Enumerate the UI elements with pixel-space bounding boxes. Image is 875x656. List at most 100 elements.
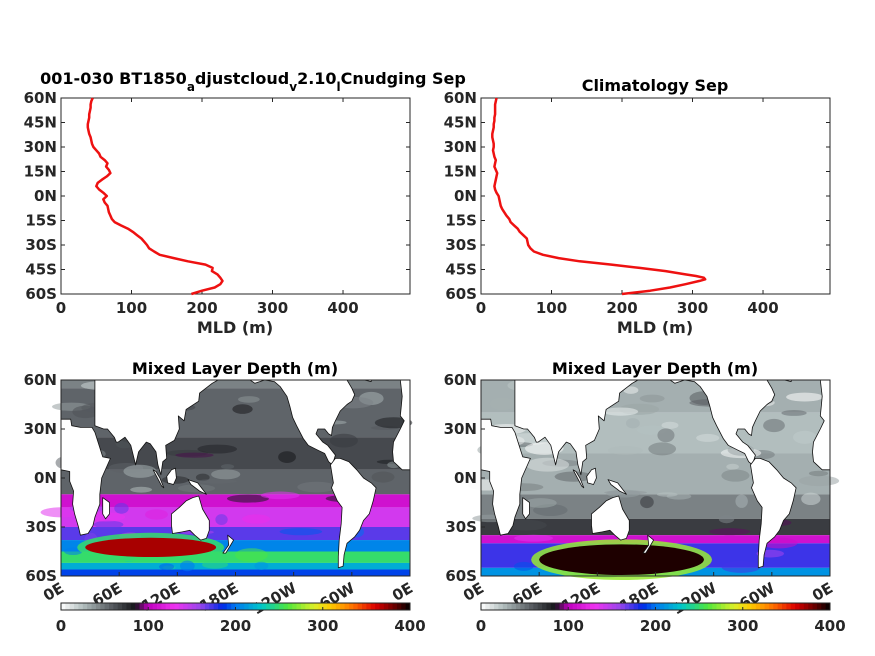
colorbar-cell bbox=[274, 603, 280, 610]
mld-texture bbox=[661, 421, 679, 429]
colorbar-cell bbox=[283, 603, 289, 610]
colorbar-cell bbox=[340, 603, 346, 610]
colorbar-cell bbox=[681, 603, 687, 610]
mld-texture bbox=[260, 491, 300, 500]
colorbar-cell bbox=[100, 603, 106, 610]
colorbar-cell bbox=[318, 603, 324, 610]
colorbar-cell bbox=[156, 603, 162, 610]
mld-texture bbox=[278, 451, 296, 464]
lat-ticks: 60N 30N 0N 30S 60S bbox=[444, 371, 485, 585]
y-tick-label: 45S bbox=[25, 261, 57, 279]
lat-tick-label: 0N bbox=[454, 469, 477, 487]
colorbar-cell bbox=[126, 603, 132, 610]
y-tick-label: 60N bbox=[24, 89, 57, 107]
y-tick-label: 30N bbox=[24, 138, 57, 156]
mld-texture bbox=[657, 428, 675, 443]
colorbar-cell bbox=[322, 603, 328, 610]
colorbar-cell bbox=[362, 603, 367, 610]
colorbar-cell bbox=[546, 603, 552, 610]
mld-texture bbox=[279, 528, 323, 536]
colorbar-cell bbox=[357, 603, 363, 610]
colorbar-cell bbox=[751, 603, 757, 610]
colorbar-cell bbox=[803, 603, 809, 610]
land-polygon bbox=[669, 379, 776, 466]
series-line bbox=[86, 97, 224, 296]
colorbar-cell bbox=[563, 603, 569, 610]
colorbar-cell bbox=[664, 603, 670, 610]
colorbar-cell bbox=[348, 603, 354, 610]
colorbar-cell bbox=[213, 603, 219, 610]
colorbar-cell bbox=[808, 603, 814, 610]
mld-hotspot bbox=[539, 544, 704, 576]
land-polygon bbox=[586, 467, 597, 485]
lat-tick-label: 30N bbox=[24, 420, 57, 438]
y-tick-label: 60S bbox=[445, 285, 477, 303]
colorbar-cell bbox=[130, 603, 136, 610]
colorbar-cell bbox=[755, 603, 761, 610]
mld-texture bbox=[234, 548, 268, 562]
colorbar-cell bbox=[559, 603, 565, 610]
colorbar-cell bbox=[533, 603, 539, 610]
land-polygon bbox=[522, 497, 530, 520]
colorbar-cell bbox=[707, 603, 713, 610]
colorbar-cell bbox=[686, 603, 691, 610]
mld-texture bbox=[513, 561, 534, 571]
land-polygon bbox=[94, 379, 219, 476]
mld-texture bbox=[197, 444, 238, 454]
colorbar-cell bbox=[633, 603, 639, 610]
colorbar-cell bbox=[244, 603, 250, 610]
colorbar-cell bbox=[520, 603, 526, 610]
y-tick-label: 30S bbox=[445, 236, 477, 254]
y-tick-label: 15N bbox=[24, 163, 57, 181]
colorbar-cell bbox=[646, 603, 652, 610]
y-tick-label: 15N bbox=[444, 163, 477, 181]
colorbar-cell bbox=[690, 603, 696, 610]
mld-zone bbox=[61, 551, 410, 563]
colorbar-cell bbox=[375, 603, 380, 610]
colorbar-cell bbox=[576, 603, 582, 610]
colorbar-cell bbox=[61, 603, 66, 610]
mld-texture bbox=[801, 492, 821, 506]
colorbar-tick-label: 100 bbox=[553, 617, 584, 635]
colorbar-cell bbox=[82, 603, 88, 610]
colorbar-cell bbox=[502, 603, 508, 610]
colorbar-cell bbox=[152, 603, 158, 610]
lat-tick-label: 30S bbox=[25, 518, 57, 536]
colorbar-cell bbox=[108, 603, 114, 610]
y-tick-label: 15S bbox=[25, 212, 57, 230]
colorbar-cell bbox=[485, 603, 491, 610]
mld-texture bbox=[648, 442, 677, 456]
colorbar-cell bbox=[252, 603, 258, 610]
lat-ticks: 60N 30N 0N 30S 60S bbox=[24, 371, 65, 585]
mld-texture bbox=[798, 475, 840, 487]
land-polygon bbox=[152, 469, 165, 489]
colorbar-cell bbox=[507, 603, 513, 610]
colorbar-cell bbox=[550, 603, 556, 610]
colorbar-cell bbox=[629, 603, 635, 610]
title-segment: l bbox=[337, 80, 341, 94]
mld-texture bbox=[808, 470, 829, 477]
mld-texture bbox=[793, 430, 817, 444]
colorbar-cell bbox=[620, 603, 626, 610]
colorbar-cell bbox=[122, 603, 127, 610]
y-tick-label: 45S bbox=[445, 261, 477, 279]
colorbar-cell bbox=[742, 603, 748, 610]
x-tick-label: 200 bbox=[186, 299, 217, 317]
colorbar-cell bbox=[515, 603, 521, 610]
mld-texture bbox=[371, 471, 395, 483]
lat-tick-label: 30N bbox=[444, 420, 477, 438]
colorbar-cell bbox=[231, 603, 236, 610]
land-mask bbox=[480, 379, 831, 569]
colorbar-cell bbox=[598, 603, 604, 610]
colorbar-cell bbox=[747, 603, 752, 610]
land-polygon bbox=[187, 479, 207, 495]
colorbar-cell bbox=[568, 603, 574, 610]
colorbar-cell bbox=[489, 603, 495, 610]
title-segment: djustcloud bbox=[195, 69, 289, 88]
mld-texture bbox=[130, 486, 153, 493]
colorbar-cell bbox=[699, 603, 704, 610]
chart-title: Climatology Sep bbox=[582, 76, 729, 95]
chart-title: 001-030 BT1850adjustcloudv2.10lCnudging … bbox=[40, 69, 466, 94]
colorbar-cell bbox=[148, 603, 154, 610]
y-tick-label: 30N bbox=[444, 138, 477, 156]
